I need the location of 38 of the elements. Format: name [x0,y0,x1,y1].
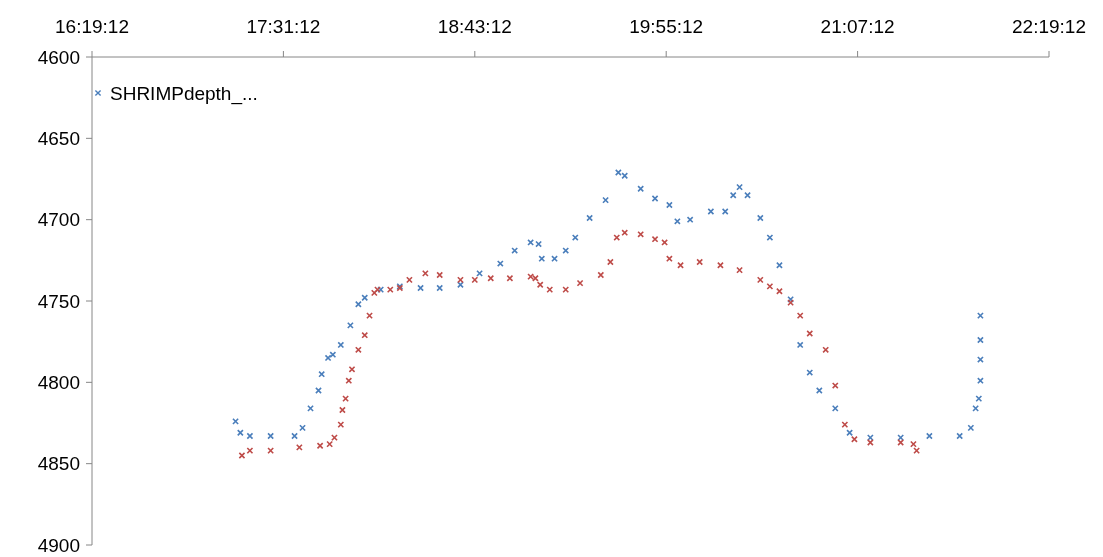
x-tick-label: 18:43:12 [437,16,512,37]
point [527,273,535,280]
point [562,286,570,294]
point [576,279,584,287]
x-tick-label: 22:19:12 [1012,16,1086,37]
point [331,434,338,442]
point [361,331,369,339]
x-tick-label: 16:19:12 [55,16,129,37]
point [345,377,353,385]
point [822,346,830,354]
point [621,229,629,237]
point [536,281,544,289]
y-tick-label: 4900 [37,534,80,556]
point [487,274,495,282]
point [506,274,514,282]
point [913,447,921,455]
legend-label: SHRIMPdepth_... [110,82,258,105]
point [661,239,668,246]
y-tick-label: 4700 [37,209,80,231]
y-tick-label: 4750 [37,290,80,312]
x-tick-label: 19:55:12 [629,16,704,37]
point [421,269,429,277]
x-tick-label: 17:31:12 [246,16,321,37]
y-tick-label: 4800 [37,371,80,393]
point [295,444,303,451]
point [787,299,795,307]
point [471,276,479,284]
point [267,447,275,455]
point [366,312,373,320]
y-tick-label: 4650 [37,127,80,149]
point [756,276,764,284]
point [342,395,350,402]
x-tick-label: 21:07:12 [820,16,895,37]
point [665,255,673,263]
point [374,286,381,294]
point [637,230,645,238]
y-tick-label: 4850 [37,453,80,475]
y-tick-label: 4600 [37,46,80,68]
